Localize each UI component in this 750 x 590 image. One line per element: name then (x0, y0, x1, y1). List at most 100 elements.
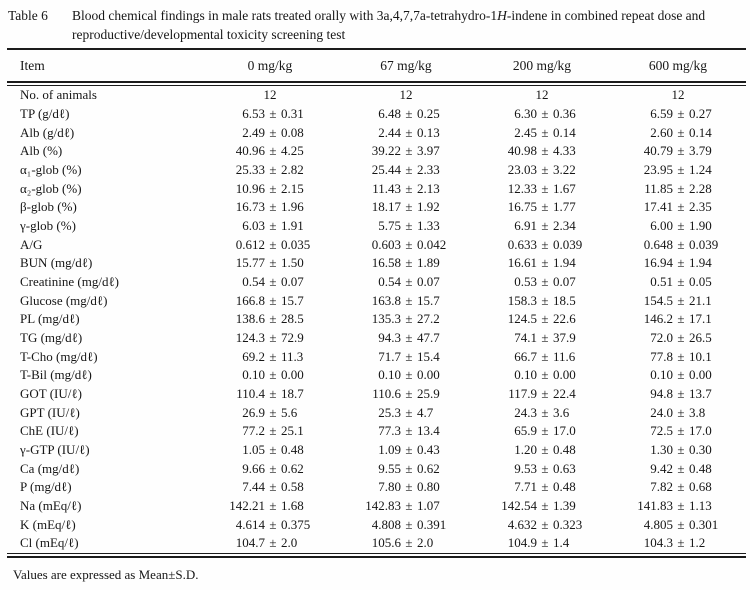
row-item-label: Na (mEq/ℓ) (20, 498, 82, 514)
value-mean: 16.75 (507, 199, 537, 215)
value-mean: 23.95 (643, 162, 673, 178)
plus-minus-sign: ± (541, 460, 549, 476)
row-value-cell: 94.8 ±13.7 (610, 386, 746, 402)
table-row: γ-GTP (IU/ℓ) 1.05 ±0.48 1.09 ±0.43 1.20 ±0.48 1… (7, 441, 746, 460)
row-value-cell: 0.10 ±0.00 (202, 367, 338, 383)
value-mean: 0.10 (650, 367, 673, 383)
row-value-cell: 117.9 ±22.4 (474, 386, 610, 402)
row-value-cell: 15.77 ±1.50 (202, 255, 338, 271)
row-value-cell: 16.73 ±1.96 (202, 199, 338, 215)
plus-minus-sign: ± (677, 106, 685, 121)
table-bottom-double-rule (7, 552, 746, 558)
table-row: GPT (IU/ℓ) 26.9 ±5.6 25.3 ±4.7 24.3 ±3.6 24.0 ±3… (7, 403, 746, 422)
value-sd: 0.30 (689, 442, 712, 458)
value-sd: 1.07 (417, 498, 440, 514)
row-value-cell: 7.82 ±0.68 (610, 479, 746, 495)
table-row: P (mg/dℓ) 7.44 ±0.58 7.80 ±0.80 7.71 ±0.48 7.82… (7, 478, 746, 497)
value-sd: 1.91 (281, 218, 304, 234)
value-mean: 16.73 (235, 199, 265, 215)
row-value-cell: 0.603 ±0.042 (338, 237, 474, 253)
plus-minus-sign: ± (677, 386, 685, 402)
table-title: Blood chemical findings in male rats tre… (72, 7, 746, 44)
value-sd: 2.82 (281, 162, 304, 178)
table-footnote: Values are expressed as Mean±S.D. (13, 566, 199, 582)
value-mean: 138.6 (235, 311, 265, 327)
row-item-label: Cl (mEq/ℓ) (20, 535, 79, 551)
plus-minus-sign: ± (541, 218, 549, 234)
plus-minus-sign: ± (405, 535, 413, 551)
value-sd: 1.94 (689, 255, 712, 271)
plus-minus-sign: ± (269, 367, 277, 383)
value-sd: 21.1 (689, 292, 712, 308)
value-sd: 4.25 (281, 143, 304, 159)
row-value-cell: 138.6 ±28.5 (202, 311, 338, 327)
value-sd: 0.62 (417, 460, 440, 476)
value-sd: 13.4 (417, 423, 440, 439)
value-mean: 110.6 (372, 386, 401, 402)
value-mean: 40.96 (235, 143, 265, 159)
row-value-cell: 16.61 ±1.94 (474, 255, 610, 271)
value-mean: 6.03 (242, 218, 265, 234)
value-sd: 1.4 (553, 535, 570, 551)
value-sd: 1.67 (553, 180, 576, 196)
plus-minus-sign: ± (677, 274, 685, 290)
value-sd: 0.27 (689, 106, 712, 121)
plus-minus-sign: ± (541, 124, 549, 140)
plus-minus-sign: ± (677, 292, 685, 308)
value-sd: 0.05 (689, 274, 712, 290)
row-value-cell: 12 (202, 87, 338, 103)
row-item-label: K (mEq/ℓ) (20, 516, 76, 532)
value-mean: 71.7 (378, 348, 401, 364)
value-sd: 0.58 (281, 479, 304, 495)
value-sd: 25.1 (281, 423, 304, 439)
value-mean: 25.44 (371, 162, 401, 178)
table-title-segment-italic: H (497, 8, 507, 23)
plus-minus-sign: ± (677, 330, 685, 346)
value-sd: 1.77 (553, 199, 576, 215)
value-mean: 11.43 (372, 180, 401, 196)
plus-minus-sign: ± (677, 516, 685, 532)
table-top-rule (7, 48, 746, 50)
plus-minus-sign: ± (269, 143, 277, 159)
row-value-cell: 110.4 ±18.7 (202, 386, 338, 402)
value-mean: 6.53 (242, 106, 265, 121)
row-value-cell: 135.3 ±27.2 (338, 311, 474, 327)
plus-minus-sign: ± (405, 404, 413, 420)
value-mean: 146.2 (643, 311, 673, 327)
table-row: Glucose (mg/dℓ) 166.8 ±15.7 163.8 ±15.7 158.3… (7, 291, 746, 310)
value-mean: 2.60 (650, 124, 673, 140)
plus-minus-sign: ± (541, 479, 549, 495)
table-row: GOT (IU/ℓ) 110.4 ±18.7 110.6 ±25.9 117.9 ±22.4… (7, 385, 746, 404)
value-sd: 0.48 (689, 460, 712, 476)
plus-minus-sign: ± (541, 442, 549, 458)
value-mean: 17.41 (643, 199, 673, 215)
row-item-label: A/G (20, 236, 43, 252)
value-mean: 5.75 (378, 218, 401, 234)
row-value-cell: 6.59 ±0.27 (610, 106, 746, 122)
value-sd: 1.94 (553, 255, 576, 271)
row-value-cell: 0.612 ±0.035 (202, 237, 338, 253)
table-header-row: Item 0 mg/kg 67 mg/kg 200 mg/kg 600 mg/k… (7, 50, 746, 81)
plus-minus-sign: ± (269, 199, 277, 215)
value-mean: 0.10 (514, 367, 537, 383)
value-mean: 72.0 (650, 330, 673, 346)
value-mean: 77.3 (378, 423, 401, 439)
plus-minus-sign: ± (405, 330, 413, 346)
plus-minus-sign: ± (541, 311, 549, 327)
row-value-cell: 9.42 ±0.48 (610, 461, 746, 477)
table-row: BUN (mg/dℓ) 15.77 ±1.50 16.58 ±1.89 16.61 ±1.9… (7, 254, 746, 273)
table-header-double-rule (7, 81, 746, 86)
value-mean: 72.5 (650, 423, 673, 439)
value-sd: 0.00 (553, 367, 576, 383)
value-mean: 9.55 (378, 460, 401, 476)
table-row: Alb (g/dℓ) 2.49 ±0.08 2.44 ±0.13 2.45 ±0.14 2.6… (7, 123, 746, 142)
value-sd: 0.62 (281, 460, 304, 476)
row-value-cell: 11.43 ±2.13 (338, 181, 474, 197)
row-value-cell: 163.8 ±15.7 (338, 293, 474, 309)
value-mean: 6.91 (514, 218, 537, 234)
row-value-cell: 154.5 ±21.1 (610, 293, 746, 309)
value-mean: 94.3 (378, 330, 401, 346)
value-mean: 9.53 (514, 460, 537, 476)
plus-minus-sign: ± (405, 218, 413, 234)
